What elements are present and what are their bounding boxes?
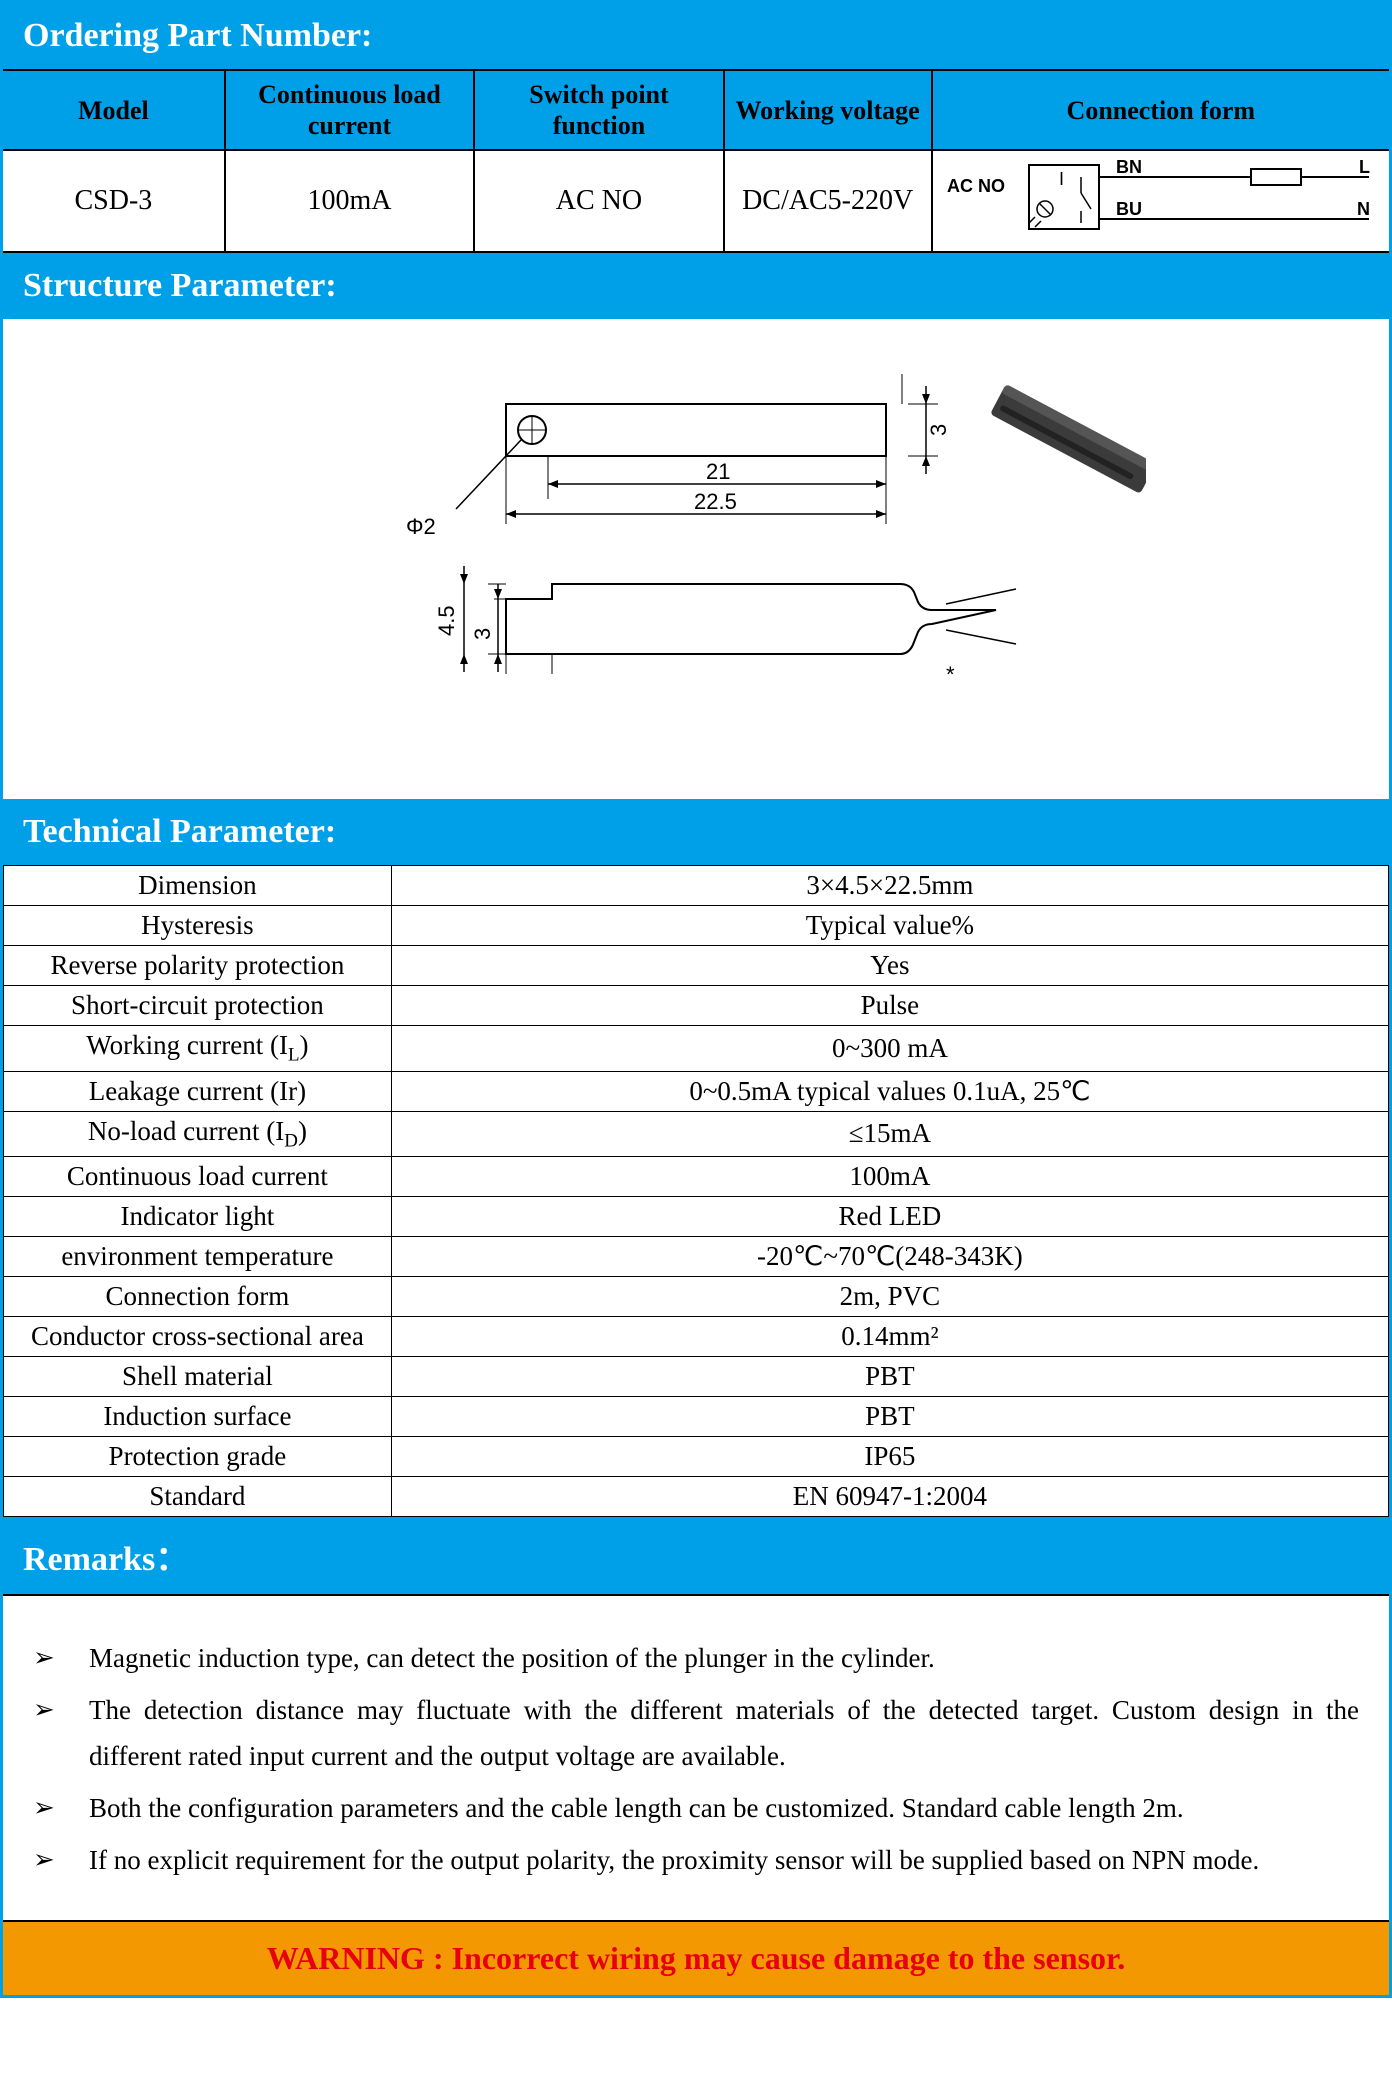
th-switch-point: Switch point function	[474, 70, 723, 150]
tech-label: Working current (IL)	[4, 1026, 392, 1071]
remarks-title: Remarks：	[3, 1517, 1389, 1594]
datasheet-container: Ordering Part Number: Model Continuous l…	[0, 0, 1392, 1998]
td-switch-point: AC NO	[474, 150, 723, 252]
tech-value: 0~0.5mA typical values 0.1uA, 25℃	[391, 1071, 1388, 1111]
tech-value: IP65	[391, 1437, 1388, 1477]
tech-value: 100mA	[391, 1157, 1388, 1197]
tech-label: Standard	[4, 1477, 392, 1517]
dim-225: 22.5	[694, 489, 737, 514]
tech-label: Induction surface	[4, 1397, 392, 1437]
tech-value: Yes	[391, 946, 1388, 986]
tech-label: Protection grade	[4, 1437, 392, 1477]
warning-bar: WARNING : Incorrect wiring may cause dam…	[3, 1920, 1389, 1995]
tech-label: Indicator light	[4, 1197, 392, 1237]
structure-title: Structure Parameter:	[3, 253, 1389, 319]
table-row: Continuous load current100mA	[4, 1157, 1389, 1197]
tech-label: Leakage current (Ir)	[4, 1071, 392, 1111]
th-cont-load: Continuous load current	[225, 70, 474, 150]
table-row: No-load current (ID)≤15mA	[4, 1111, 1389, 1156]
tech-label: Hysteresis	[4, 906, 392, 946]
table-row: Protection gradeIP65	[4, 1437, 1389, 1477]
tech-label: No-load current (ID)	[4, 1111, 392, 1156]
td-conn-form: AC NO I BN	[932, 150, 1389, 252]
table-row: Reverse polarity protectionYes	[4, 946, 1389, 986]
tech-label: environment temperature	[4, 1237, 392, 1277]
table-row: Short-circuit protectionPulse	[4, 986, 1389, 1026]
dim-3b: 3	[470, 628, 495, 640]
remarks-area: Magnetic induction type, can detect the …	[3, 1594, 1389, 1919]
ordering-title: Ordering Part Number:	[3, 3, 1389, 69]
tech-label: Shell material	[4, 1357, 392, 1397]
th-model: Model	[3, 70, 225, 150]
dim-45: 4.5	[434, 606, 459, 637]
dim-3: 3	[926, 424, 951, 436]
tech-value: 0.14mm²	[391, 1317, 1388, 1357]
dim-21: 21	[706, 459, 730, 484]
structure-drawing-area: Φ2 3 21 22.5	[3, 319, 1389, 799]
wire-n: N	[1357, 199, 1370, 219]
tech-value: 3×4.5×22.5mm	[391, 866, 1388, 906]
tech-value: Typical value%	[391, 906, 1388, 946]
td-cont-load: 100mA	[225, 150, 474, 252]
connection-diagram-icon: AC NO I BN	[941, 157, 1381, 237]
list-item: The detection distance may fluctuate wit…	[33, 1688, 1359, 1780]
tech-label: Reverse polarity protection	[4, 946, 392, 986]
th-working-voltage: Working voltage	[724, 70, 932, 150]
conn-acno-label: AC NO	[947, 176, 1005, 196]
tech-value: 2m, PVC	[391, 1277, 1388, 1317]
dim-star: *	[946, 662, 955, 687]
tech-value: Red LED	[391, 1197, 1388, 1237]
table-row: Working current (IL)0~300 mA	[4, 1026, 1389, 1071]
wire-l: L	[1359, 157, 1370, 177]
dim-phi2: Φ2	[406, 514, 436, 539]
table-row: Dimension3×4.5×22.5mm	[4, 866, 1389, 906]
wire-bu: BU	[1116, 199, 1142, 219]
tech-label: Connection form	[4, 1277, 392, 1317]
table-row: environment temperature-20℃~70℃(248-343K…	[4, 1237, 1389, 1277]
td-model: CSD-3	[3, 150, 225, 252]
table-row: Conductor cross-sectional area0.14mm²	[4, 1317, 1389, 1357]
tech-label: Short-circuit protection	[4, 986, 392, 1026]
th-conn-form: Connection form	[932, 70, 1389, 150]
list-item: Magnetic induction type, can detect the …	[33, 1636, 1359, 1682]
list-item: Both the configuration parameters and th…	[33, 1786, 1359, 1832]
tech-value: PBT	[391, 1357, 1388, 1397]
tech-label: Continuous load current	[4, 1157, 392, 1197]
svg-text:I: I	[1059, 169, 1064, 189]
technical-title: Technical Parameter:	[3, 799, 1389, 865]
wire-bn: BN	[1116, 157, 1142, 177]
ordering-table: Model Continuous load current Switch poi…	[3, 69, 1389, 253]
table-row: Induction surfacePBT	[4, 1397, 1389, 1437]
remarks-list: Magnetic induction type, can detect the …	[33, 1636, 1359, 1883]
table-row: Shell materialPBT	[4, 1357, 1389, 1397]
tech-value: 0~300 mA	[391, 1026, 1388, 1071]
table-row: Indicator lightRed LED	[4, 1197, 1389, 1237]
list-item: If no explicit requirement for the outpu…	[33, 1838, 1359, 1884]
tech-value: EN 60947-1:2004	[391, 1477, 1388, 1517]
td-working-voltage: DC/AC5-220V	[724, 150, 932, 252]
tech-label: Conductor cross-sectional area	[4, 1317, 392, 1357]
technical-table: Dimension3×4.5×22.5mmHysteresisTypical v…	[3, 865, 1389, 1517]
tech-value: ≤15mA	[391, 1111, 1388, 1156]
tech-value: PBT	[391, 1397, 1388, 1437]
table-row: Connection form2m, PVC	[4, 1277, 1389, 1317]
table-row: Leakage current (Ir)0~0.5mA typical valu…	[4, 1071, 1389, 1111]
structure-drawing-icon: Φ2 3 21 22.5	[246, 344, 1146, 774]
table-row: StandardEN 60947-1:2004	[4, 1477, 1389, 1517]
tech-label: Dimension	[4, 866, 392, 906]
tech-value: -20℃~70℃(248-343K)	[391, 1237, 1388, 1277]
table-row: HysteresisTypical value%	[4, 906, 1389, 946]
tech-value: Pulse	[391, 986, 1388, 1026]
